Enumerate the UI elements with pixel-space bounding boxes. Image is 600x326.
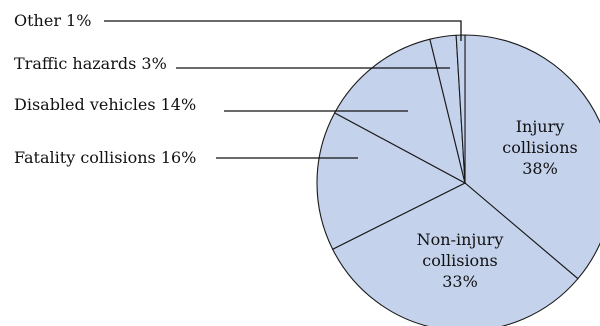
slice-label-injury-collisions: Injury collisions 38% — [502, 117, 577, 178]
callout-label-other: Other 1% — [14, 11, 91, 30]
callout-label-disabled-vehicles: Disabled vehicles 14% — [14, 95, 196, 114]
slice-labels: Injury collisions 38% Non-injury collisions 3… — [14, 11, 578, 291]
callout-label-fatality-collisions: Fatality collisions 16% — [14, 148, 196, 167]
slice-label-non-injury-collisions: Non-injury collisions 33% — [417, 230, 504, 291]
callout-label-traffic-hazards: Traffic hazards 3% — [14, 54, 167, 73]
pie-slice-injury-collisions — [464, 34, 600, 280]
leader-line-other — [104, 20, 462, 41]
callout-leaders — [104, 20, 462, 159]
pie-slice-fatality-collisions — [316, 112, 467, 250]
